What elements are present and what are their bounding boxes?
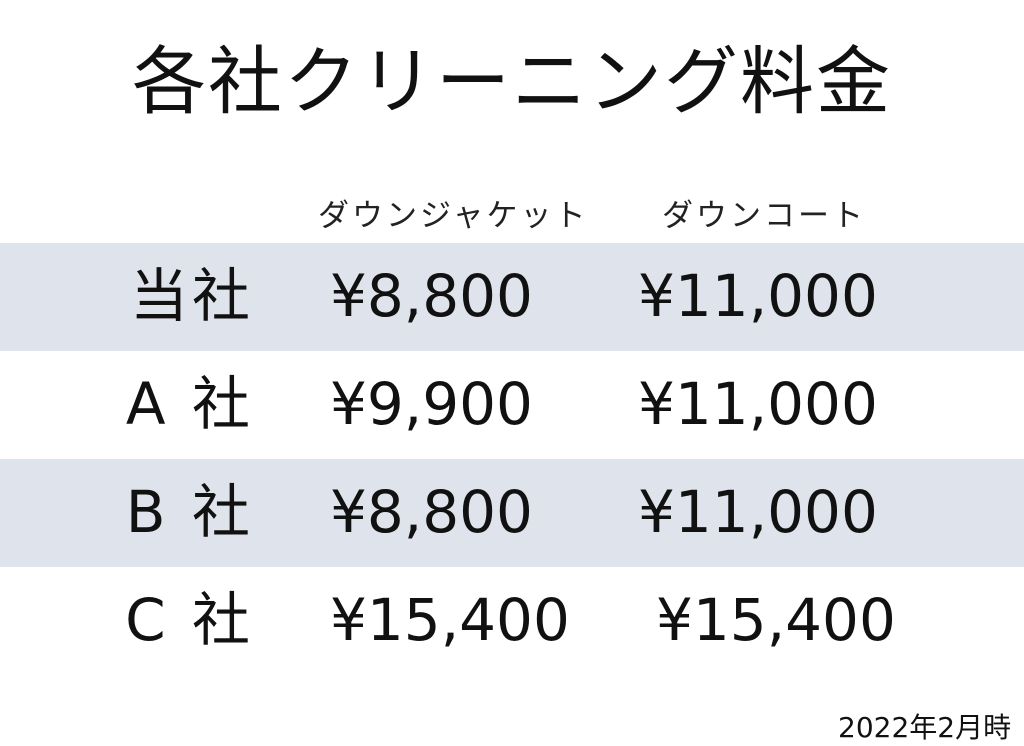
jacket-price: ¥8,800	[330, 478, 533, 546]
table-row: B 社 ¥8,800 ¥11,000	[0, 459, 1024, 567]
table-row: C 社 ¥15,400 ¥15,400	[0, 567, 1024, 675]
coat-price: ¥11,000	[638, 262, 878, 330]
table-row: A 社 ¥9,900 ¥11,000	[0, 351, 1024, 459]
jacket-price: ¥15,400	[330, 586, 570, 654]
jacket-price: ¥8,800	[330, 262, 533, 330]
page-title: 各社クリーニング料金	[132, 39, 892, 125]
coat-price: ¥15,400	[656, 586, 896, 654]
jacket-price: ¥9,900	[330, 370, 533, 438]
company-label: B 社	[125, 478, 254, 546]
coat-price: ¥11,000	[638, 370, 878, 438]
coat-price: ¥11,000	[638, 478, 878, 546]
column-header-jacket: ダウンジャケット	[318, 198, 589, 234]
table-row: 当社 ¥8,800 ¥11,000	[0, 243, 1024, 351]
company-label: A 社	[125, 370, 254, 438]
company-label: 当社	[129, 262, 254, 330]
company-label: C 社	[125, 586, 254, 654]
date-note: 2022年2月時	[838, 711, 1012, 744]
column-header-coat: ダウンコート	[662, 198, 866, 234]
